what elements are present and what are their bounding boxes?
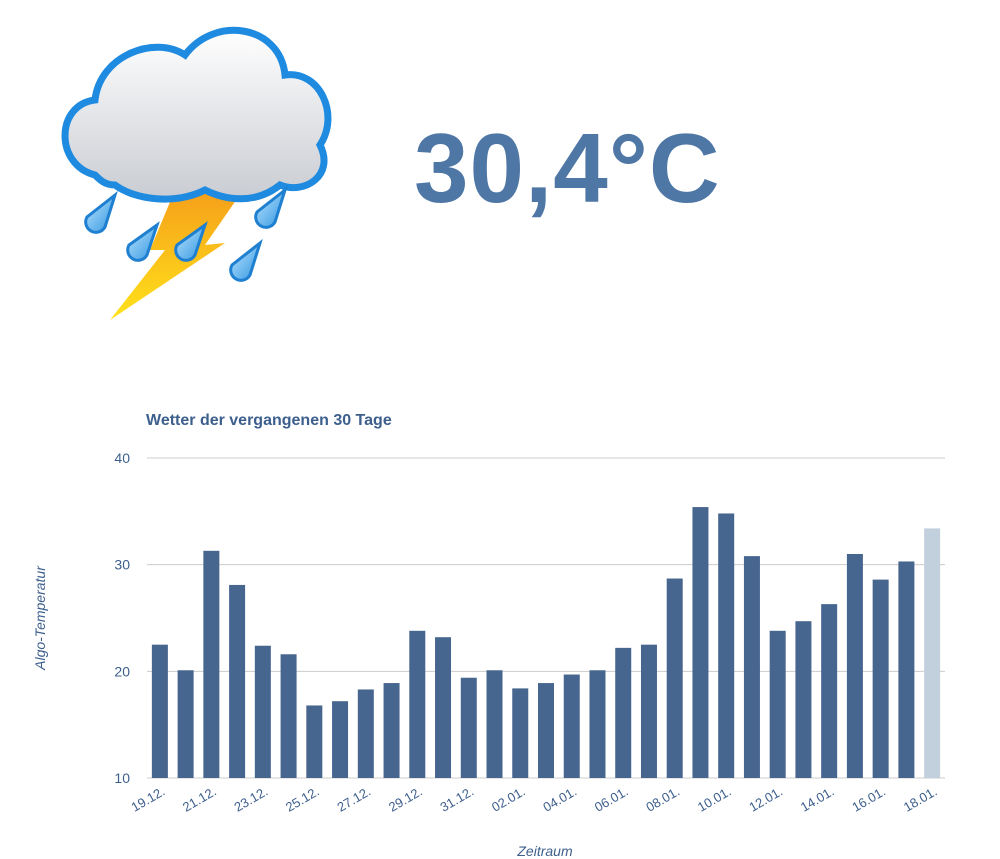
x-tick-label: 02.01. bbox=[489, 784, 528, 815]
x-tick-label: 12.01. bbox=[746, 784, 785, 815]
x-tick-label: 31.12. bbox=[437, 784, 476, 815]
x-tick-label: 04.01. bbox=[540, 784, 579, 815]
bar-20.12.[interactable] bbox=[177, 670, 194, 778]
y-tick-label: 30 bbox=[114, 557, 130, 573]
x-tick-label: 19.12. bbox=[129, 784, 168, 815]
bar-11.01.[interactable] bbox=[743, 556, 760, 778]
x-tick-label: 08.01. bbox=[643, 784, 682, 815]
bar-04.01.[interactable] bbox=[563, 674, 580, 778]
x-axis-title: Zeitraum bbox=[516, 843, 573, 859]
bar-09.01.[interactable] bbox=[692, 507, 709, 778]
bar-25.12.[interactable] bbox=[306, 705, 323, 778]
x-tick-label: 18.01. bbox=[901, 784, 940, 815]
x-tick-label: 14.01. bbox=[798, 784, 837, 815]
bar-15.01.[interactable] bbox=[846, 554, 863, 778]
bar-30.12.[interactable] bbox=[435, 637, 452, 778]
bar-01.01.[interactable] bbox=[486, 670, 503, 778]
bar-14.01.[interactable] bbox=[821, 604, 838, 778]
y-tick-label: 10 bbox=[114, 770, 130, 786]
x-tick-label: 10.01. bbox=[695, 784, 734, 815]
bar-12.01.[interactable] bbox=[769, 630, 786, 778]
bar-21.12.[interactable] bbox=[203, 550, 220, 778]
bar-22.12.[interactable] bbox=[229, 584, 246, 778]
bar-28.12.[interactable] bbox=[383, 683, 400, 778]
y-tick-label: 20 bbox=[114, 663, 130, 679]
bar-27.12.[interactable] bbox=[357, 689, 374, 778]
bar-10.01.[interactable] bbox=[718, 513, 735, 778]
bar-06.01.[interactable] bbox=[615, 647, 632, 778]
y-tick-label: 40 bbox=[114, 450, 130, 466]
bar-02.01.[interactable] bbox=[512, 688, 529, 778]
bar-07.01.[interactable] bbox=[640, 644, 657, 778]
bar-19.12.[interactable] bbox=[151, 644, 168, 778]
y-axis-title: Algo-Temperatur bbox=[32, 565, 48, 671]
bar-18.01.[interactable] bbox=[924, 528, 941, 778]
bar-29.12.[interactable] bbox=[409, 630, 426, 778]
x-tick-label: 16.01. bbox=[849, 784, 888, 815]
x-tick-label: 25.12. bbox=[283, 784, 322, 815]
x-tick-label: 21.12. bbox=[180, 784, 219, 815]
bar-13.01.[interactable] bbox=[795, 621, 812, 778]
bar-24.12.[interactable] bbox=[280, 654, 297, 778]
current-temperature: 30,4°C bbox=[414, 113, 721, 223]
bar-03.01.[interactable] bbox=[538, 683, 554, 778]
bar-26.12.[interactable] bbox=[332, 701, 349, 778]
bar-31.12.[interactable] bbox=[460, 677, 477, 778]
bar-08.01.[interactable] bbox=[666, 578, 683, 778]
x-tick-label: 29.12. bbox=[386, 784, 425, 815]
bar-23.12.[interactable] bbox=[254, 645, 271, 778]
cloud-rain-thunder-icon bbox=[61, 26, 332, 320]
x-tick-label: 27.12. bbox=[334, 784, 373, 815]
bar-16.01.[interactable] bbox=[872, 579, 889, 778]
bar-05.01.[interactable] bbox=[589, 670, 606, 778]
x-tick-label: 06.01. bbox=[592, 784, 631, 815]
x-tick-label: 23.12. bbox=[232, 784, 271, 815]
bar-17.01.[interactable] bbox=[898, 561, 915, 778]
chart-title: Wetter der vergangenen 30 Tage bbox=[146, 412, 392, 429]
